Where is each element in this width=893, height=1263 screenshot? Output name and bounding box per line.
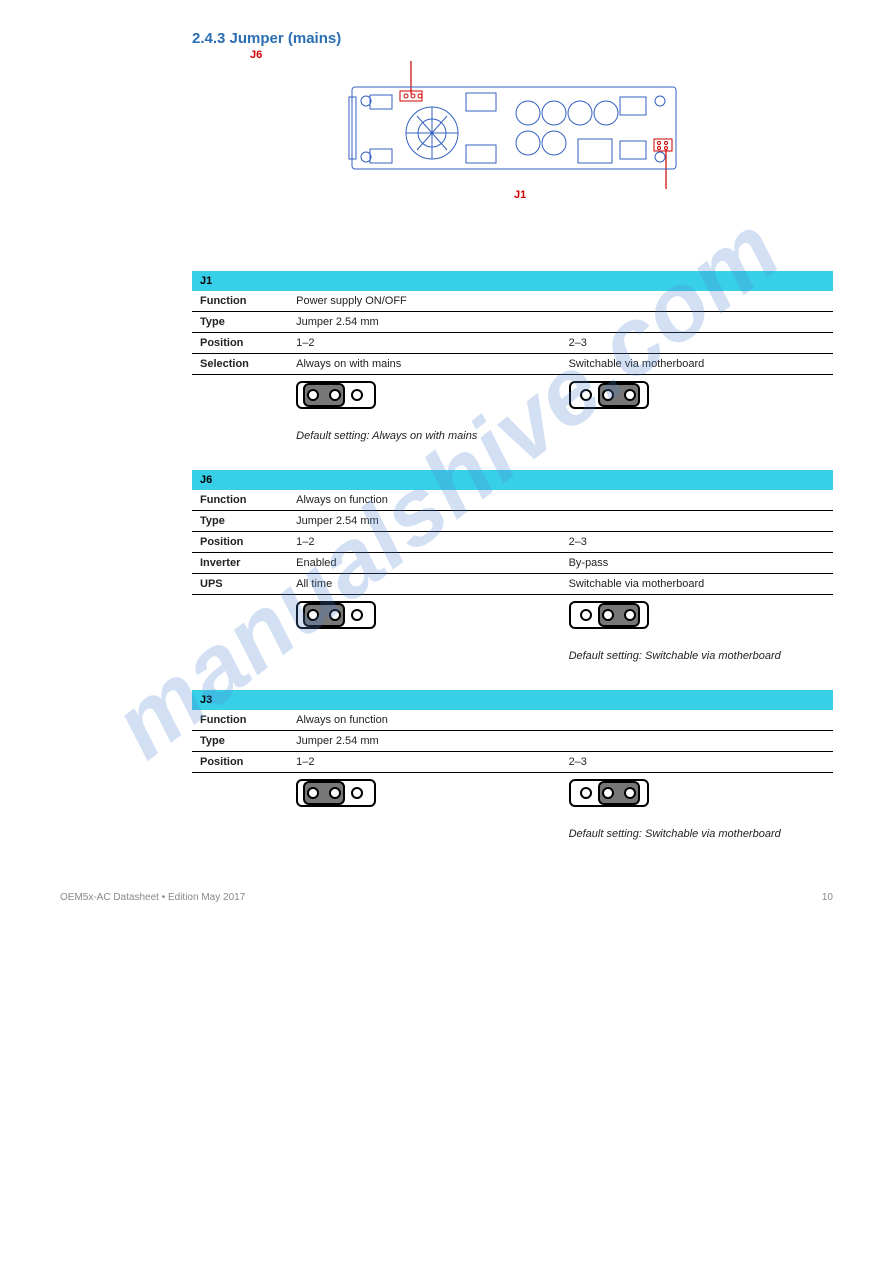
default-note: Default setting: Switchable via motherbo… xyxy=(561,824,833,844)
jumper-svg-left xyxy=(288,375,560,427)
row-col-a: 1–2 xyxy=(288,532,560,553)
row-col-b: Switchable via motherboard xyxy=(561,354,833,375)
row-col-b: 2–3 xyxy=(561,532,833,553)
table-row: UPSAll timeSwitchable via motherboard xyxy=(192,574,833,595)
row-label: Type xyxy=(192,312,288,333)
table-row: Position1–22–3 xyxy=(192,333,833,354)
table-row: InverterEnabledBy-pass xyxy=(192,553,833,574)
table-header: J6 xyxy=(192,470,833,490)
row-label: Function xyxy=(192,490,288,511)
table-header: J3 xyxy=(192,690,833,710)
row-col-a: Always on function xyxy=(288,490,560,511)
row-col-a: Always on with mains xyxy=(288,354,560,375)
row-col-b: 2–3 xyxy=(561,752,833,773)
row-label: UPS xyxy=(192,574,288,595)
row-col-a: Always on function xyxy=(288,710,560,731)
jumper-svg-left xyxy=(288,595,560,647)
jumper-svg-left xyxy=(288,773,560,825)
row-col-b xyxy=(561,710,833,731)
row-col-a: 1–2 xyxy=(288,333,560,354)
row-col-b xyxy=(561,490,833,511)
row-col-b: By-pass xyxy=(561,553,833,574)
row-label: Position xyxy=(192,333,288,354)
default-note-row: Default setting: Switchable via motherbo… xyxy=(192,824,833,844)
row-col-a: Power supply ON/OFF xyxy=(288,291,560,312)
table-row: SelectionAlways on with mainsSwitchable … xyxy=(192,354,833,375)
figure: J6 J1 xyxy=(60,61,833,271)
jumper-table-j1: J1FunctionPower supply ON/OFFTypeJumper … xyxy=(192,271,833,446)
row-label: Inverter xyxy=(192,553,288,574)
row-col-b xyxy=(561,511,833,532)
row-col-b: Switchable via motherboard xyxy=(561,574,833,595)
row-col-b xyxy=(561,312,833,333)
jumper-graphic-row xyxy=(192,595,833,647)
row-col-a: Jumper 2.54 mm xyxy=(288,731,560,752)
jumper-table-j3: J3FunctionAlways on functionTypeJumper 2… xyxy=(192,690,833,844)
default-note: Default setting: Switchable via motherbo… xyxy=(561,646,833,666)
footer-page: 10 xyxy=(822,892,833,903)
row-col-b: 2–3 xyxy=(561,333,833,354)
table-row: TypeJumper 2.54 mm xyxy=(192,511,833,532)
jumper-graphic-row xyxy=(192,375,833,427)
row-col-a: Enabled xyxy=(288,553,560,574)
callout-j1: J1 xyxy=(514,189,526,201)
jumper-graphic-row xyxy=(192,773,833,825)
pcb-diagram xyxy=(348,61,678,201)
jumper-table-j6: J6FunctionAlways on functionTypeJumper 2… xyxy=(192,470,833,666)
table-row: Position1–22–3 xyxy=(192,752,833,773)
row-col-b xyxy=(561,731,833,752)
jumper-svg-right xyxy=(561,375,833,427)
table-row: FunctionPower supply ON/OFF xyxy=(192,291,833,312)
default-note-row: Default setting: Switchable via motherbo… xyxy=(192,646,833,666)
callout-j6: J6 xyxy=(250,49,262,61)
row-label: Type xyxy=(192,511,288,532)
jumper-svg-right xyxy=(561,773,833,825)
row-col-b xyxy=(561,291,833,312)
row-label: Function xyxy=(192,710,288,731)
table-row: Position1–22–3 xyxy=(192,532,833,553)
footer-left: OEM5x-AC Datasheet • Edition May 2017 xyxy=(60,892,245,903)
footer: OEM5x-AC Datasheet • Edition May 2017 10 xyxy=(60,884,833,903)
table-row: TypeJumper 2.54 mm xyxy=(192,312,833,333)
row-col-a: All time xyxy=(288,574,560,595)
default-note-row: Default setting: Always on with mains xyxy=(192,426,833,446)
row-label: Position xyxy=(192,532,288,553)
table-row: TypeJumper 2.54 mm xyxy=(192,731,833,752)
row-col-a: Jumper 2.54 mm xyxy=(288,312,560,333)
jumper-svg-right xyxy=(561,595,833,647)
table-row: FunctionAlways on function xyxy=(192,490,833,511)
row-label: Function xyxy=(192,291,288,312)
table-row: FunctionAlways on function xyxy=(192,710,833,731)
table-header: J1 xyxy=(192,271,833,291)
page: Chapter 2 Device Description 2.4.3 Jumpe… xyxy=(0,0,893,963)
row-label: Selection xyxy=(192,354,288,375)
row-col-a: 1–2 xyxy=(288,752,560,773)
row-label: Type xyxy=(192,731,288,752)
section-title: 2.4.3 Jumper (mains) xyxy=(60,30,833,47)
row-col-a: Jumper 2.54 mm xyxy=(288,511,560,532)
default-note: Default setting: Always on with mains xyxy=(288,426,560,446)
row-label: Position xyxy=(192,752,288,773)
